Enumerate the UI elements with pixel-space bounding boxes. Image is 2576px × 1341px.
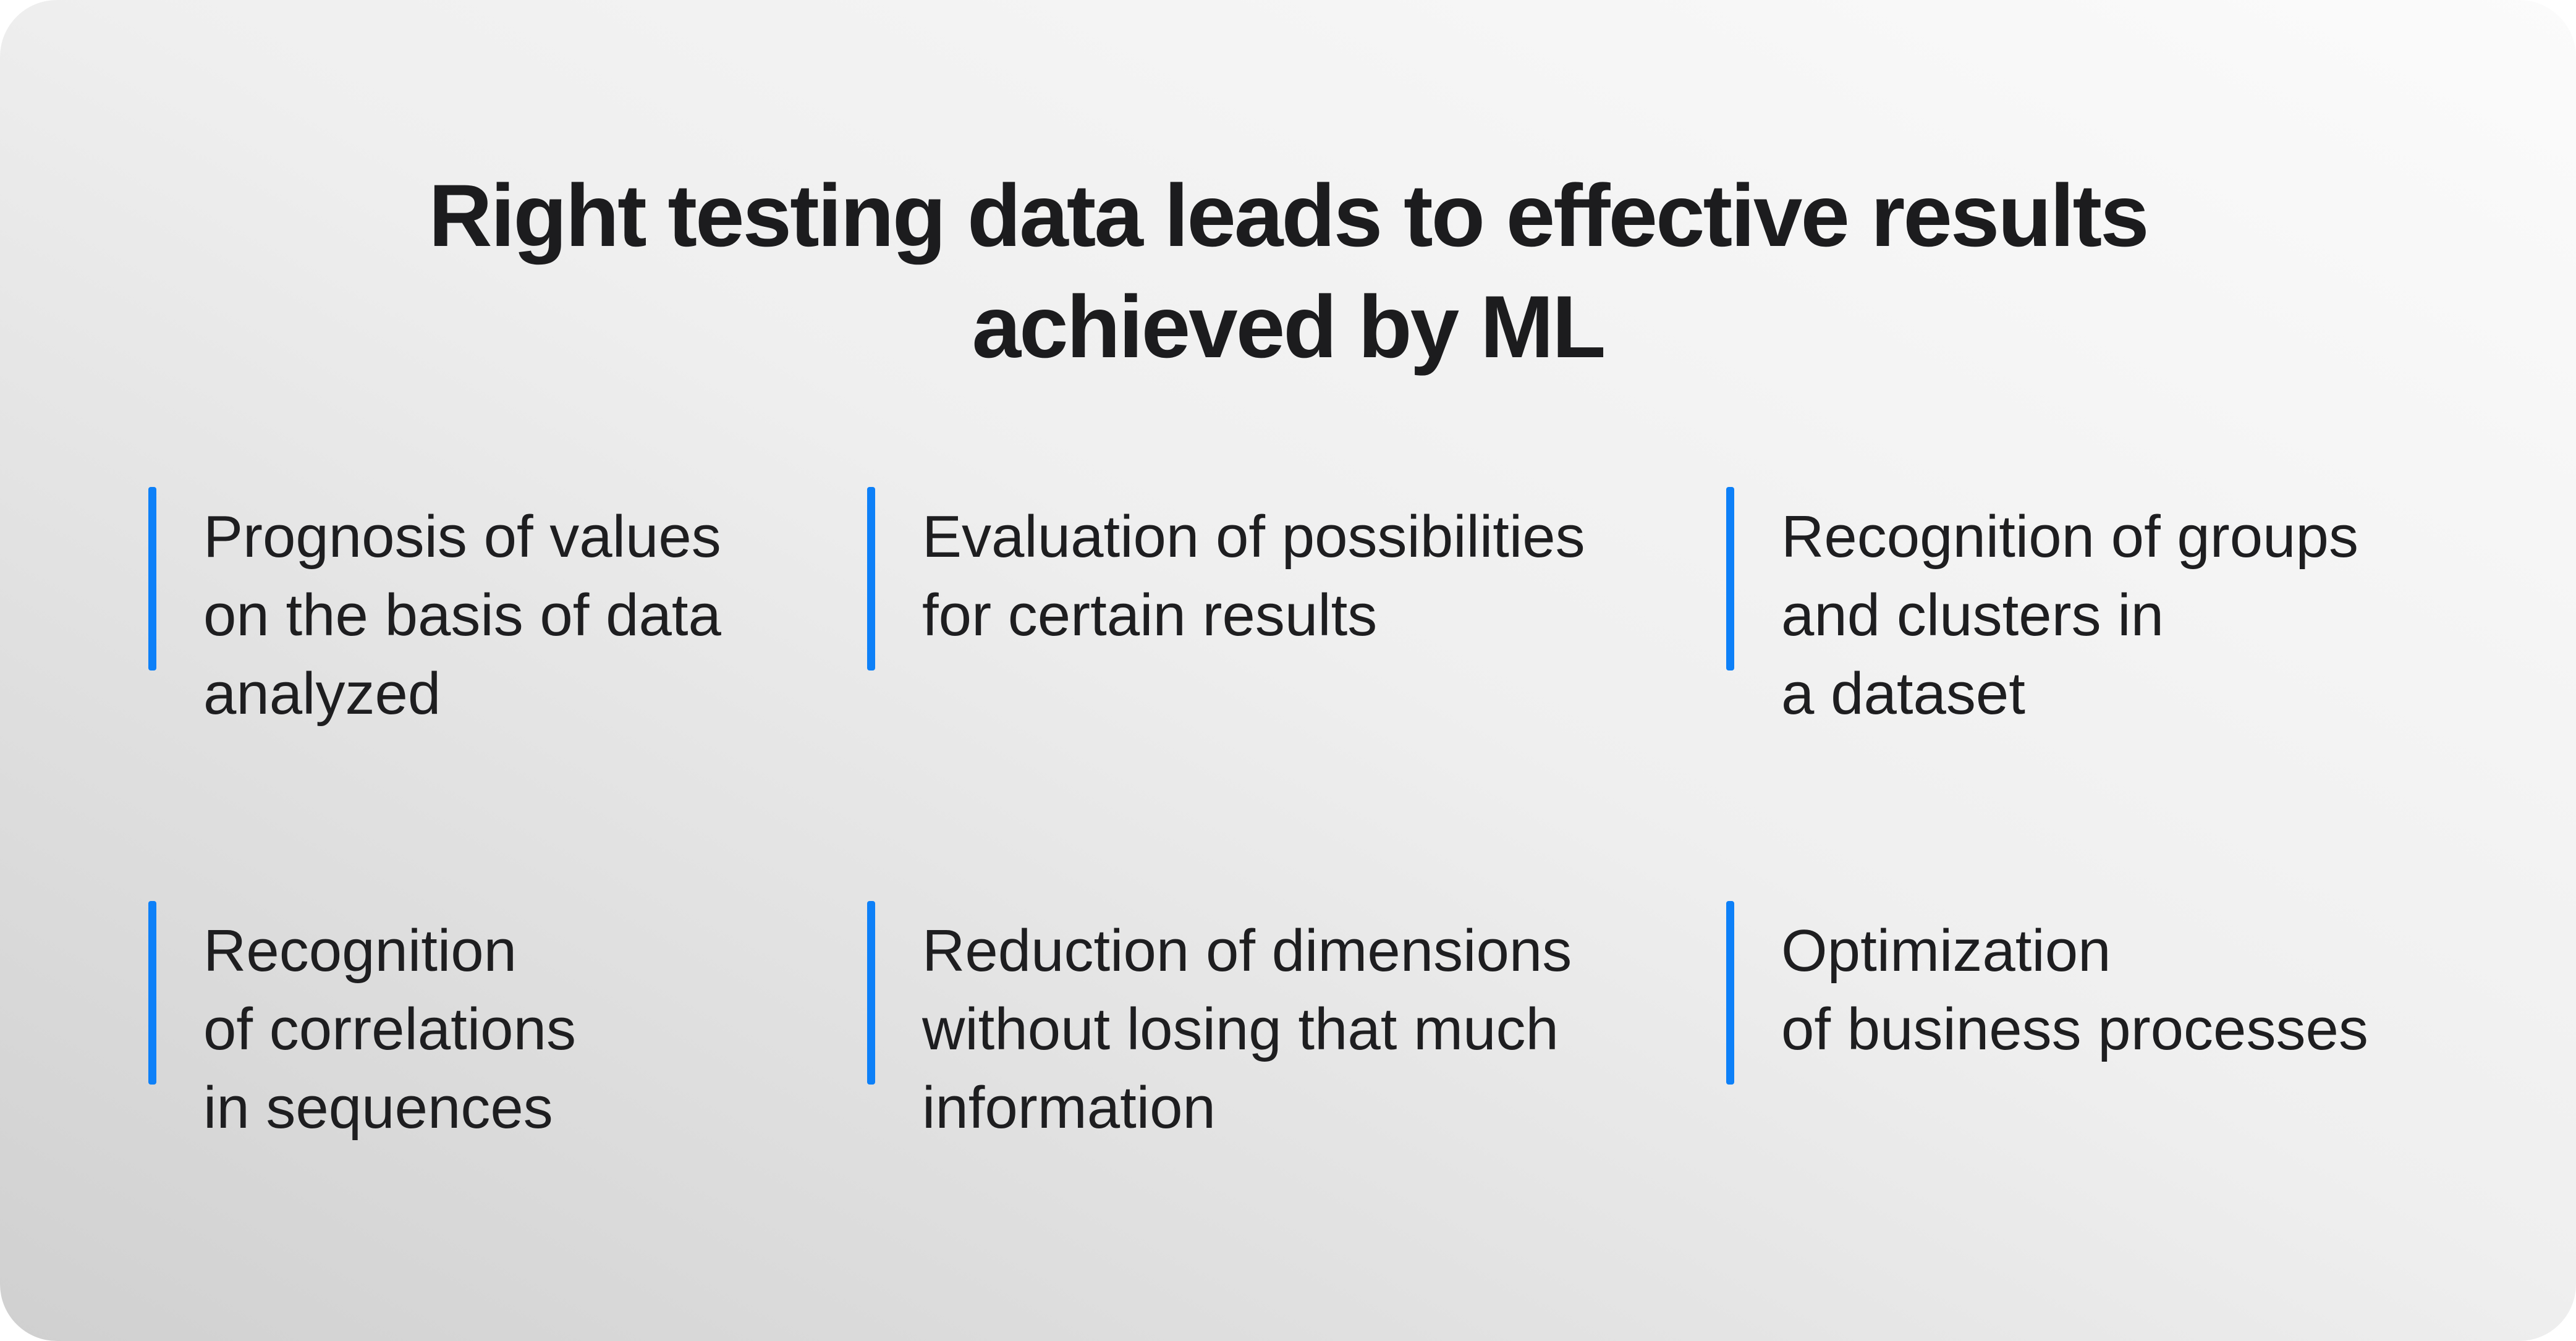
feature-item-evaluation: Evaluation of possibilities for certain … bbox=[867, 487, 1585, 670]
feature-text: Recognition of groups and clusters in a … bbox=[1781, 504, 2358, 727]
accent-bar bbox=[148, 901, 156, 1085]
feature-item-prognosis: Prognosis of values on the basis of data… bbox=[148, 487, 721, 733]
accent-bar bbox=[867, 487, 875, 670]
feature-item-optimization: Optimization of business processes bbox=[1726, 901, 2368, 1085]
feature-text: Prognosis of values on the basis of data… bbox=[203, 504, 721, 727]
accent-bar bbox=[1726, 901, 1734, 1085]
feature-text: Optimization of business processes bbox=[1781, 918, 2368, 1062]
feature-item-dimensions: Reduction of dimensions without losing t… bbox=[867, 901, 1572, 1147]
feature-text: Reduction of dimensions without losing t… bbox=[922, 918, 1572, 1141]
feature-text: Evaluation of possibilities for certain … bbox=[922, 504, 1585, 648]
page-title: Right testing data leads to effective re… bbox=[428, 166, 2149, 376]
feature-item-groups: Recognition of groups and clusters in a … bbox=[1726, 487, 2358, 733]
accent-bar bbox=[1726, 487, 1734, 670]
accent-bar bbox=[148, 487, 156, 670]
feature-item-correlations: Recognition of correlations in sequences bbox=[148, 901, 576, 1147]
accent-bar bbox=[867, 901, 875, 1085]
feature-text: Recognition of correlations in sequences bbox=[203, 918, 576, 1141]
